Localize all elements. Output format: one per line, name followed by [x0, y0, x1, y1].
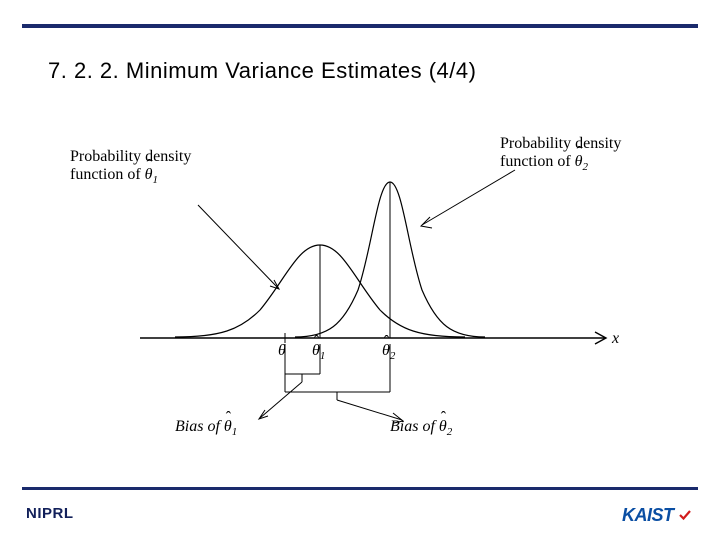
arrow-to-theta2	[421, 170, 515, 228]
bottom-rule	[22, 487, 698, 490]
bias-bracket-theta1	[259, 344, 320, 419]
label-theta2-pdf: Probability density function of θ2	[500, 135, 621, 173]
footer-right-logo: KAIST	[622, 505, 692, 526]
label-theta1-pdf: Probability density function of θ1	[70, 148, 191, 186]
slide-title: 7. 2. 2. Minimum Variance Estimates (4/4…	[48, 58, 476, 84]
kaist-check-icon	[678, 508, 692, 522]
variance-figure: Probability density function of θ1 Proba…	[60, 130, 660, 450]
label-theta2-pdf-line1: Probability density	[500, 135, 621, 152]
bias-label-theta1-text: Bias of	[175, 418, 220, 435]
footer-left: NIPRL	[26, 505, 74, 522]
axis-label-x: x	[612, 330, 619, 348]
label-theta1-pdf-line2: function of	[70, 166, 141, 183]
tick-label-theta: θ	[278, 342, 286, 360]
tick-label-theta1hat: θ1	[312, 342, 325, 362]
bias-label-theta2: Bias of θ2	[390, 418, 452, 438]
bias-label-theta1: Bias of θ1	[175, 418, 237, 438]
label-theta2-pdf-line2: function of	[500, 153, 571, 170]
bias-label-theta2-text: Bias of	[390, 418, 435, 435]
tick-label-theta2hat: θ2	[382, 342, 395, 362]
arrow-to-theta1	[198, 205, 279, 289]
x-axis	[140, 332, 606, 344]
top-rule	[22, 24, 698, 28]
kaist-wordmark: KAIST	[622, 505, 674, 525]
label-theta1-pdf-line1: Probability density	[70, 148, 191, 165]
